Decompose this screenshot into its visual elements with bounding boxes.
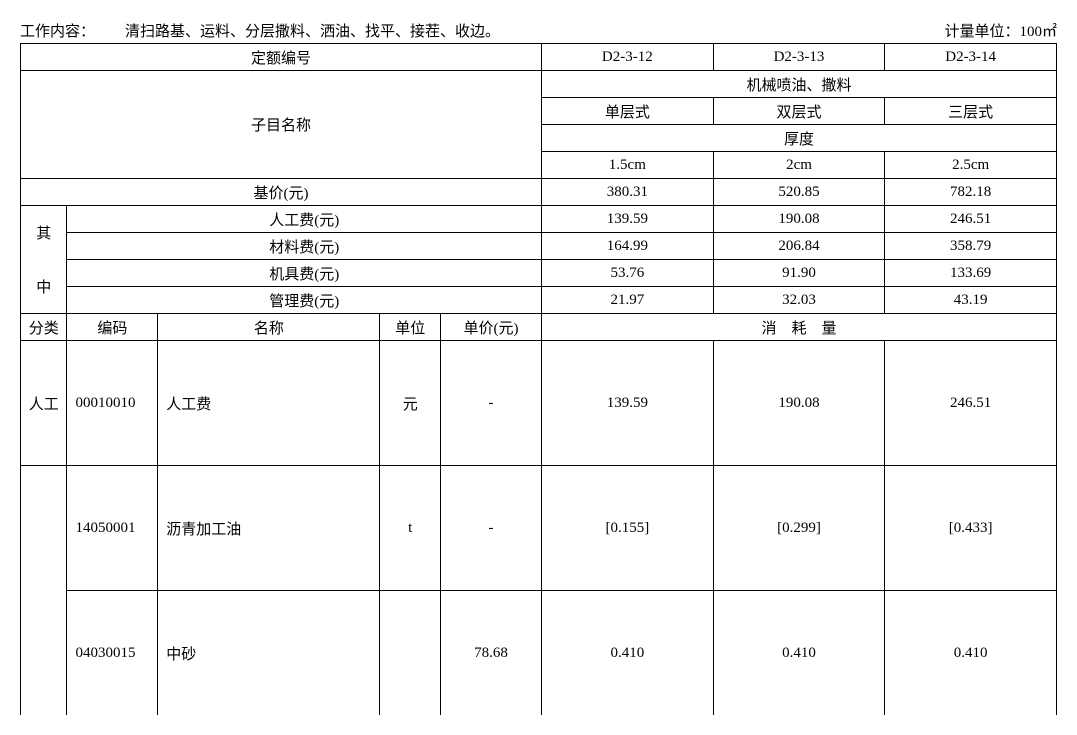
material-cost-label: 材料费(元) — [67, 233, 542, 260]
row-name: 沥青加工油 — [158, 466, 380, 591]
unit-col-label: 单位 — [380, 314, 441, 341]
mgmt-v3: 43.19 — [885, 287, 1057, 314]
qizhong-1: 其 — [21, 206, 67, 260]
table-row: 14050001 沥青加工油 t - [0.155] [0.299] [0.43… — [21, 466, 1057, 591]
row-v1: [0.155] — [542, 466, 714, 591]
row-unit: t — [380, 466, 441, 591]
qizhong-2: 中 — [21, 260, 67, 314]
table-row: 04030015 中砂 78.68 0.410 0.410 0.410 — [21, 591, 1057, 716]
row-v1: 0.410 — [542, 591, 714, 716]
work-content: 清扫路基、运料、分层撒料、洒油、找平、接茬、收边。 — [125, 20, 500, 41]
row-v1: 139.59 — [542, 341, 714, 466]
machine-v2: 91.90 — [713, 260, 885, 287]
quota-code-label: 定额编号 — [21, 44, 542, 71]
mech-spray-label: 机械喷油、撒料 — [542, 71, 1057, 98]
row-name: 中砂 — [158, 591, 380, 716]
row-name: 人工费 — [158, 341, 380, 466]
base-v3: 782.18 — [885, 179, 1057, 206]
thickness-label: 厚度 — [542, 125, 1057, 152]
labor-v2: 190.08 — [713, 206, 885, 233]
name-label: 名称 — [158, 314, 380, 341]
subitem-name-label: 子目名称 — [21, 71, 542, 179]
row-unit — [380, 591, 441, 716]
material-v3: 358.79 — [885, 233, 1057, 260]
material-v1: 164.99 — [542, 233, 714, 260]
row-cat — [21, 466, 67, 591]
row-v3: 0.410 — [885, 591, 1057, 716]
code-1: D2-3-12 — [542, 44, 714, 71]
unit-label: 计量单位：100㎡ — [944, 20, 1057, 41]
row-cat: 人工 — [21, 341, 67, 466]
row-v3: 246.51 — [885, 341, 1057, 466]
row-code: 04030015 — [67, 591, 158, 716]
row-cat — [21, 591, 67, 716]
thick-1: 1.5cm — [542, 152, 714, 179]
row-v2: 190.08 — [713, 341, 885, 466]
machine-cost-label: 机具费(元) — [67, 260, 542, 287]
mgmt-cost-label: 管理费(元) — [67, 287, 542, 314]
labor-cost-label: 人工费(元) — [67, 206, 542, 233]
thick-2: 2cm — [713, 152, 885, 179]
consumption-label: 消 耗 量 — [542, 314, 1057, 341]
row-code: 00010010 — [67, 341, 158, 466]
labor-v1: 139.59 — [542, 206, 714, 233]
table-row: 人工 00010010 人工费 元 - 139.59 190.08 246.51 — [21, 341, 1057, 466]
row-v3: [0.433] — [885, 466, 1057, 591]
labor-v3: 246.51 — [885, 206, 1057, 233]
row-uprice: 78.68 — [441, 591, 542, 716]
row-uprice: - — [441, 341, 542, 466]
base-v1: 380.31 — [542, 179, 714, 206]
thick-3: 2.5cm — [885, 152, 1057, 179]
row-v2: 0.410 — [713, 591, 885, 716]
category-label: 分类 — [21, 314, 67, 341]
material-v2: 206.84 — [713, 233, 885, 260]
row-uprice: - — [441, 466, 542, 591]
mgmt-v1: 21.97 — [542, 287, 714, 314]
row-code: 14050001 — [67, 466, 158, 591]
single-layer-label: 单层式 — [542, 98, 714, 125]
machine-v1: 53.76 — [542, 260, 714, 287]
quota-table: 定额编号 D2-3-12 D2-3-13 D2-3-14 子目名称 机械喷油、撒… — [20, 44, 1057, 715]
mgmt-v2: 32.03 — [713, 287, 885, 314]
row-v2: [0.299] — [713, 466, 885, 591]
header-line: 工作内容： 清扫路基、运料、分层撒料、洒油、找平、接茬、收边。 计量单位：100… — [20, 20, 1057, 44]
double-layer-label: 双层式 — [713, 98, 885, 125]
code-label: 编码 — [67, 314, 158, 341]
unit-price-label: 单价(元) — [441, 314, 542, 341]
code-2: D2-3-13 — [713, 44, 885, 71]
machine-v3: 133.69 — [885, 260, 1057, 287]
code-3: D2-3-14 — [885, 44, 1057, 71]
triple-layer-label: 三层式 — [885, 98, 1057, 125]
work-label: 工作内容： — [20, 20, 95, 41]
base-price-label: 基价(元) — [21, 179, 542, 206]
row-unit: 元 — [380, 341, 441, 466]
base-v2: 520.85 — [713, 179, 885, 206]
